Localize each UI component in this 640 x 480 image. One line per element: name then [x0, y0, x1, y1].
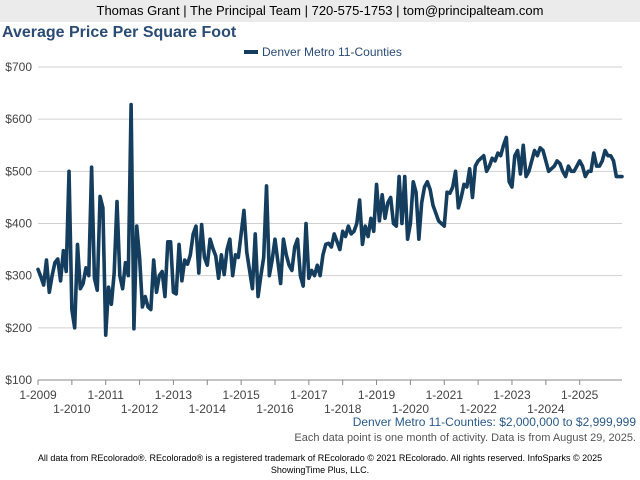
x-tick-labels: 1-20091-20101-20111-20121-20131-20141-20… [19, 388, 598, 416]
chart-subtitle: Denver Metro 11-Counties: $2,000,000 to … [352, 415, 636, 429]
x-tick-label: 1-2022 [459, 402, 497, 416]
x-tick-label: 1-2021 [426, 388, 464, 402]
x-tick-label: 1-2010 [53, 402, 91, 416]
y-tick-labels: $100 $200 $300 $400 $500 $600 $700 [5, 60, 32, 387]
chart-title: Average Price Per Square Foot [2, 24, 237, 41]
series [36, 102, 624, 337]
y-tick-label: $300 [5, 269, 32, 283]
legend-swatch [244, 50, 258, 54]
y-tick-label: $200 [5, 321, 32, 335]
x-tick-label: 1-2017 [290, 388, 328, 402]
x-tick-label: 1-2011 [87, 388, 124, 402]
x-tick-label: 1-2016 [256, 402, 294, 416]
x-tick-label: 1-2023 [493, 388, 531, 402]
legend-label: Denver Metro 11-Counties [262, 45, 402, 59]
disclaimer-line-2: ShowingTime Plus, LLC. [270, 465, 370, 475]
x-tick-label: 1-2012 [121, 402, 159, 416]
y-tick-label: $500 [5, 164, 32, 178]
x-tick-label: 1-2014 [189, 402, 227, 416]
y-tick-label: $400 [5, 217, 32, 231]
x-tick-label: 1-2025 [561, 388, 599, 402]
data-note: Each data point is one month of activity… [294, 432, 636, 444]
y-tick-label: $600 [5, 112, 32, 126]
y-tick-label: $100 [5, 373, 32, 387]
x-tick-label: 1-2018 [324, 402, 362, 416]
x-tick-label: 1-2009 [19, 388, 57, 402]
contact-bar: Thomas Grant | The Principal Team | 720-… [0, 0, 640, 22]
x-tick-label: 1-2019 [358, 388, 396, 402]
axes [37, 379, 622, 385]
x-tick-label: 1-2015 [222, 388, 260, 402]
series-line [36, 102, 624, 337]
disclaimer: All data from REcolorado®. REcolorado® i… [0, 452, 640, 476]
x-tick-label: 1-2020 [392, 402, 430, 416]
x-tick-label: 1-2013 [155, 388, 193, 402]
x-tick-label: 1-2024 [527, 402, 565, 416]
gridlines [38, 66, 622, 329]
chart-legend: Denver Metro 11-Counties [244, 45, 402, 59]
y-tick-label: $700 [5, 60, 32, 74]
disclaimer-line-1: All data from REcolorado®. REcolorado® i… [37, 453, 603, 463]
